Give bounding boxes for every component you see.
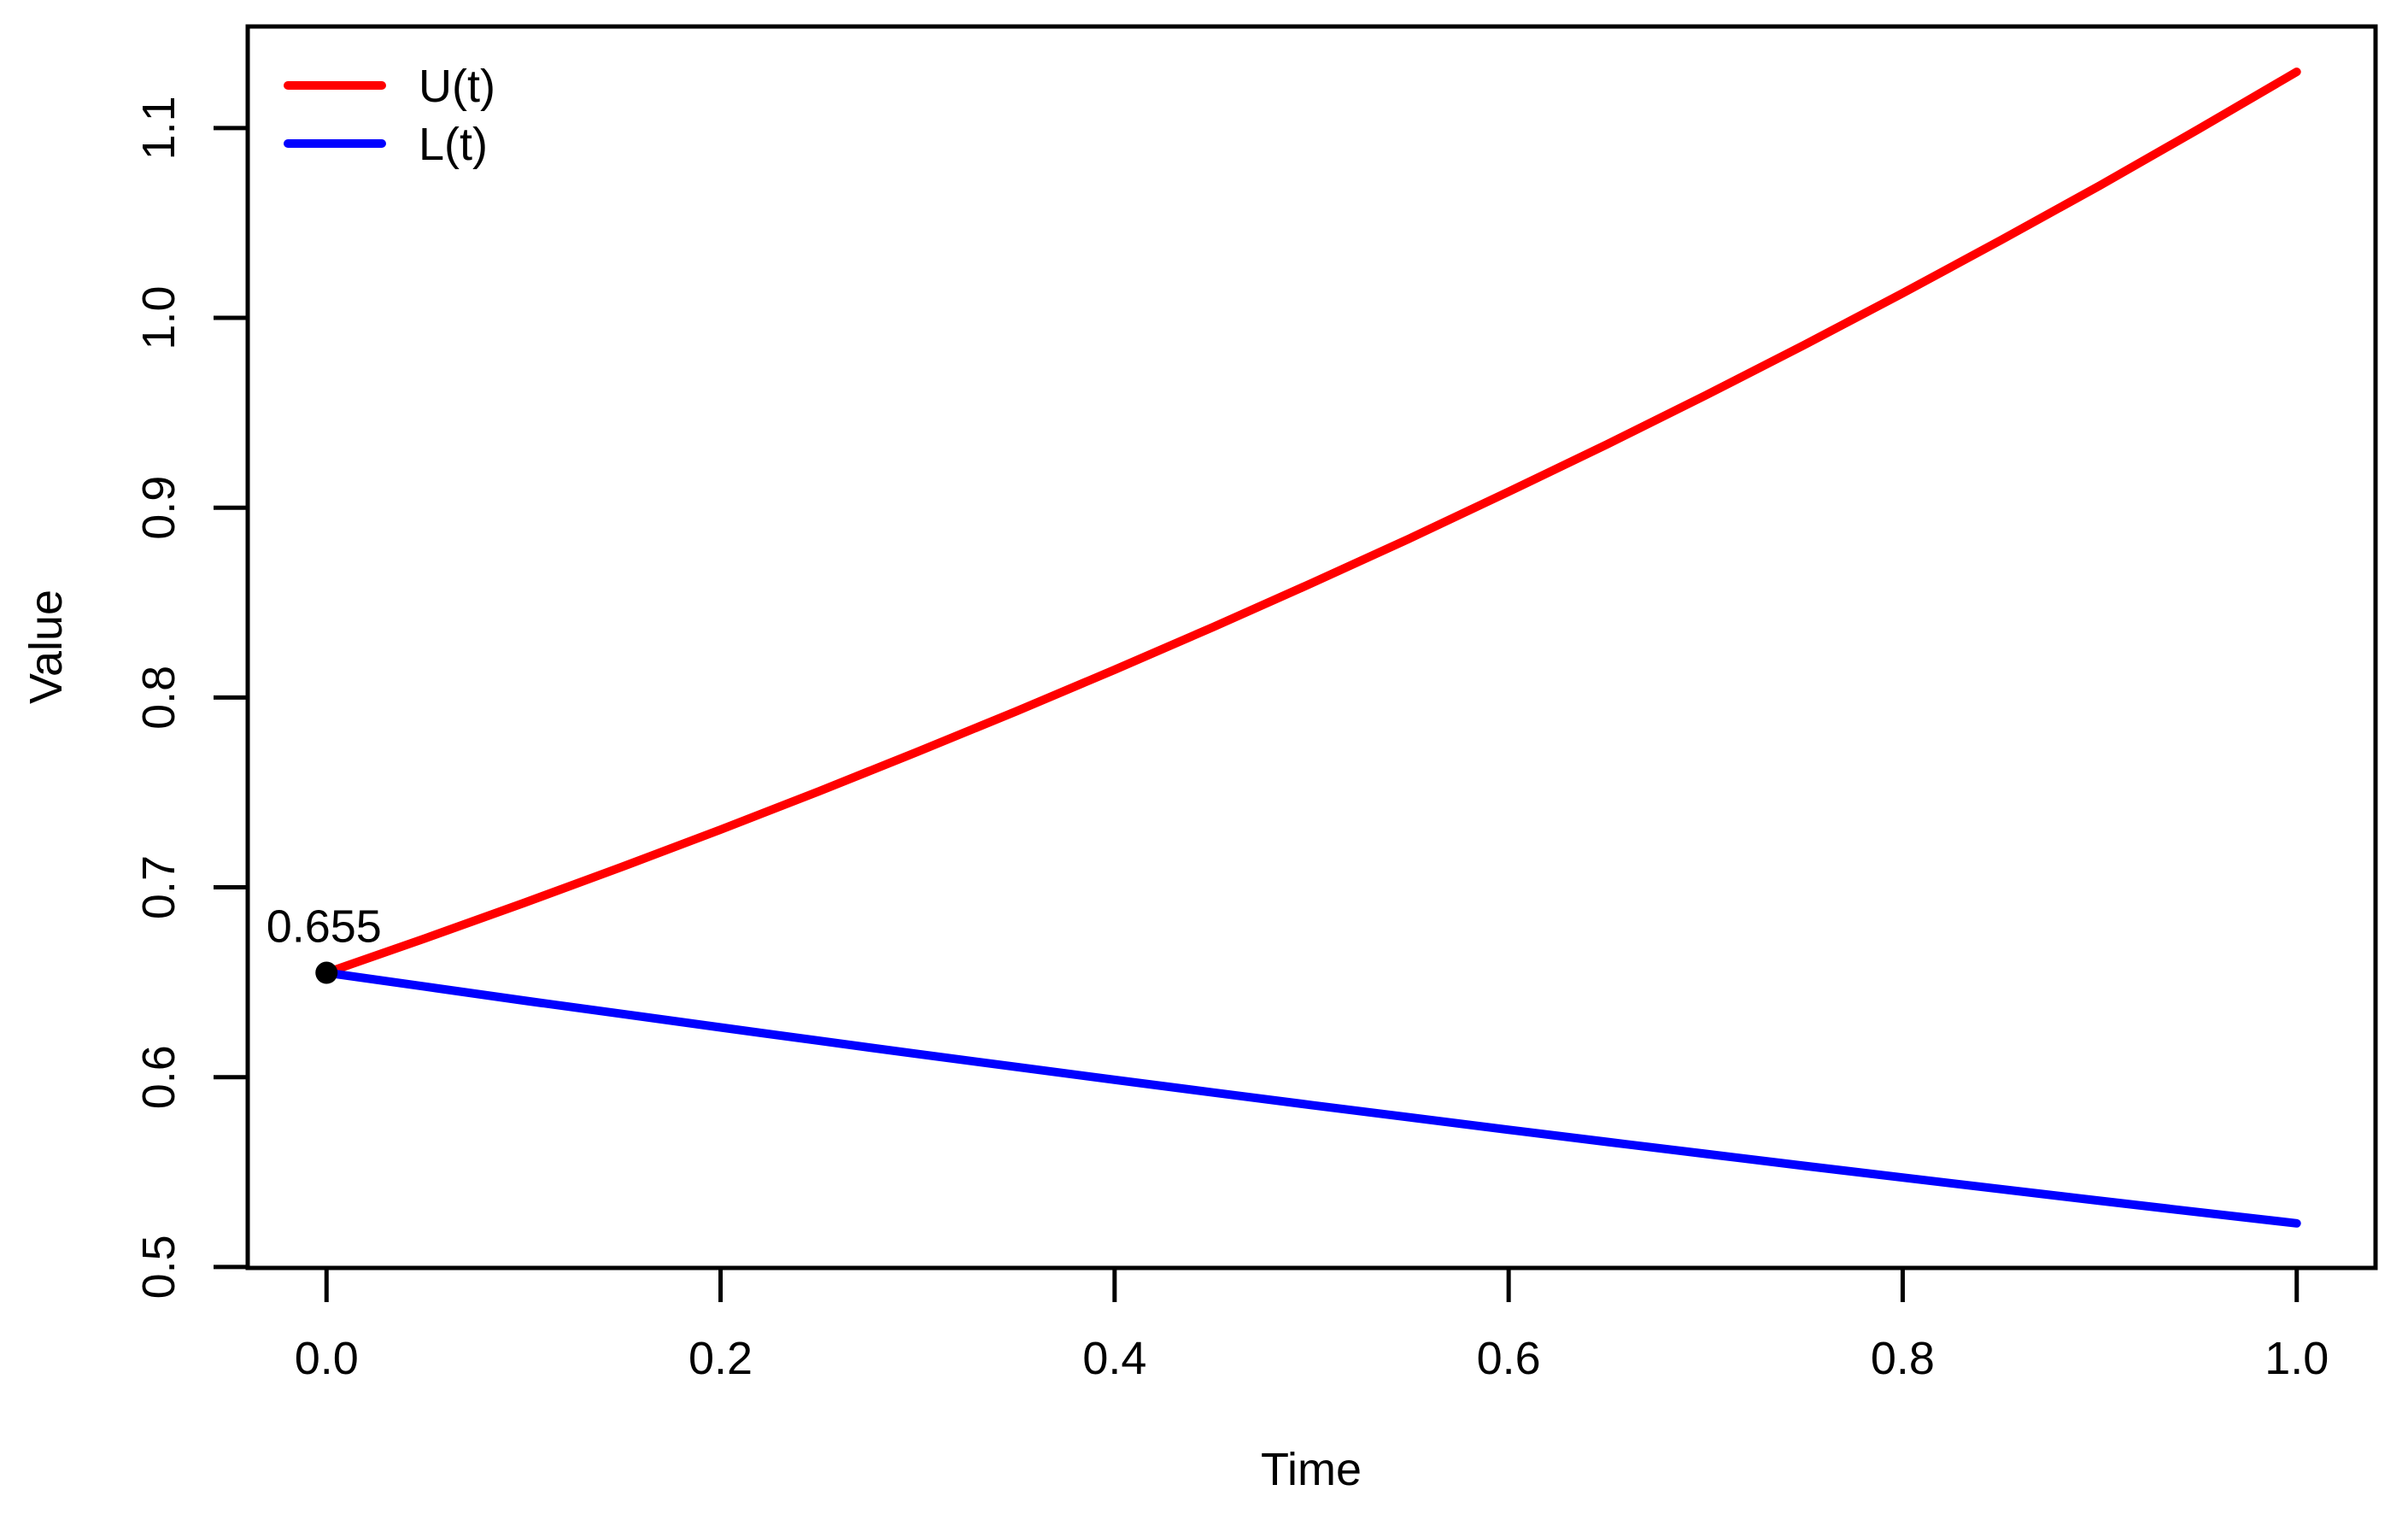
legend-label-ut: U(t): [419, 61, 495, 112]
x-axis-ticks: 0.0 0.2 0.4 0.6 0.8 1.0: [295, 1268, 2329, 1384]
y-axis-ticks: 0.5 0.6 0.7 0.8 0.9 1.0 1.1: [133, 96, 248, 1299]
x-tick-label: 0.6: [1477, 1333, 1541, 1384]
legend: U(t) L(t): [284, 61, 495, 170]
x-tick-label: 1.0: [2264, 1333, 2329, 1384]
x-tick-label: 0.2: [688, 1333, 753, 1384]
y-axis-label: Value: [21, 590, 72, 704]
y-tick-label: 0.5: [133, 1235, 185, 1299]
y-tick-label: 0.9: [133, 476, 185, 540]
plot-box: [245, 24, 2378, 1270]
annotation-group: 0.655: [267, 901, 382, 984]
x-tick-label: 0.4: [1082, 1333, 1146, 1384]
y-tick-label: 1.0: [133, 285, 185, 349]
y-tick-label: 0.7: [133, 855, 185, 919]
series-line-1: [322, 968, 2301, 1228]
series-lines: [322, 67, 2301, 1228]
x-axis-label: Time: [1261, 1444, 1362, 1495]
y-tick-label: 0.6: [133, 1045, 185, 1109]
y-tick-label: 0.8: [133, 666, 185, 730]
start-point-label: 0.655: [267, 901, 382, 953]
start-point: [315, 961, 338, 984]
y-tick-label: 1.1: [133, 96, 185, 160]
x-tick-label: 0.8: [1871, 1333, 1935, 1384]
legend-label-lt: L(t): [419, 119, 488, 170]
x-tick-label: 0.0: [295, 1333, 359, 1384]
series-line-0: [322, 67, 2301, 977]
